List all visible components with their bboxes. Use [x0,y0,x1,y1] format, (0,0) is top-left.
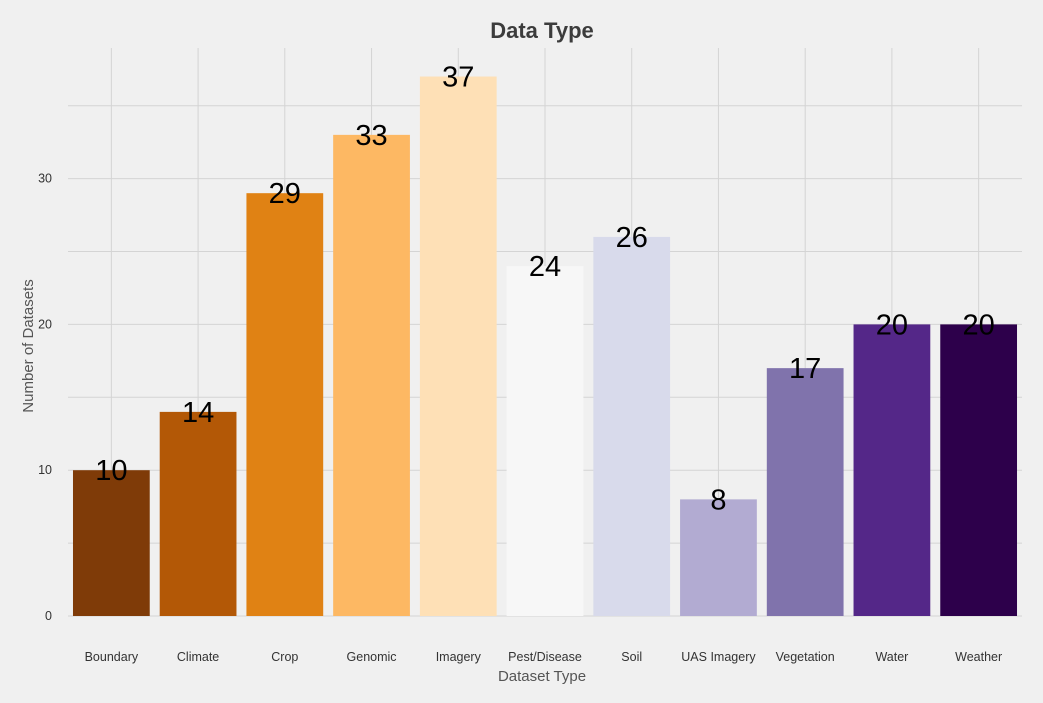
x-tick-label: Pest/Disease [508,650,582,664]
chart-title: Data Type [490,18,594,43]
bar [333,134,410,617]
y-tick-label: 10 [38,463,52,477]
bar [506,266,584,616]
x-tick-label: Crop [271,650,298,664]
bar [940,324,1018,616]
data-label: 20 [963,309,995,341]
data-label: 17 [789,353,821,385]
x-tick-label: Weather [955,650,1002,664]
data-label: 8 [710,484,726,516]
x-tick-label: Vegetation [776,650,835,664]
data-label: 14 [182,397,214,429]
x-tick-label: Imagery [436,650,482,664]
data-label: 24 [529,251,561,283]
x-tick-label: Boundary [85,650,139,664]
x-tick-label: Soil [621,650,642,664]
y-tick-label: 30 [38,172,52,186]
bar [72,470,150,616]
data-label: 10 [95,455,127,487]
bar [853,324,931,616]
bar [593,236,671,617]
bars-group [72,76,1018,617]
x-axis-tick-labels: Boundary Climate Crop Genomic Imagery Pest/Di… [85,650,1003,664]
bar [159,411,237,616]
y-axis-label: Number of Datasets [20,279,37,412]
x-axis-label: Dataset Type [498,668,586,685]
x-tick-label: Climate [177,650,219,664]
data-label: 37 [442,62,474,94]
bar [766,368,844,616]
y-axis-tick-labels: 0 10 20 30 [38,172,52,623]
data-label: 26 [616,222,648,254]
bar [419,76,497,617]
x-tick-label: Water [875,650,908,664]
data-label: 20 [876,309,908,341]
data-labels-group: 10 14 29 33 37 24 26 8 17 20 20 [95,62,995,517]
y-tick-label: 20 [38,317,52,331]
data-label: 33 [355,120,387,152]
y-tick-label: 0 [45,609,52,623]
bar [246,193,324,616]
data-label: 29 [269,178,301,210]
x-tick-label: Genomic [347,650,397,664]
bar [680,499,757,616]
x-tick-label: UAS Imagery [681,650,756,664]
